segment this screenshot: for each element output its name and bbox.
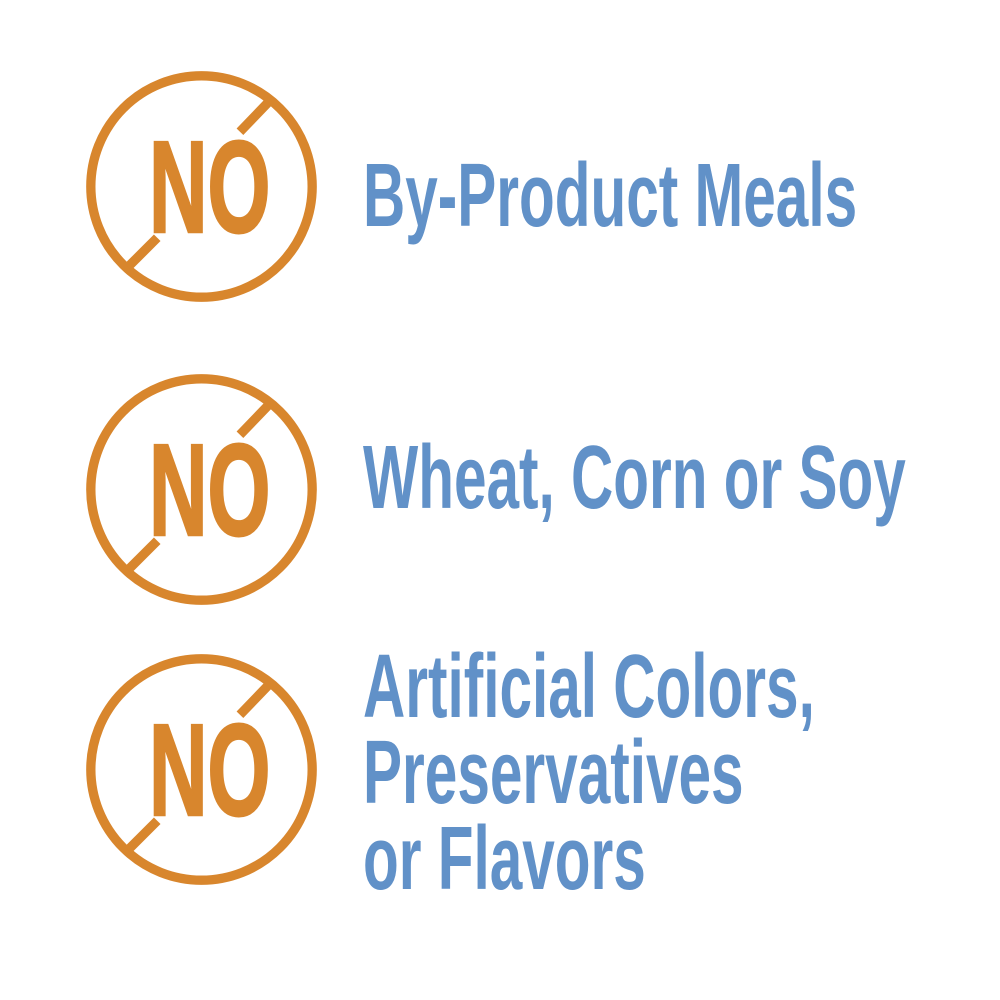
claim-line-3: or Flavors	[363, 809, 646, 909]
no-slash-lower	[124, 537, 161, 574]
claim-artificial-colors-preservatives-flavors: Artificial Colors, Preservatives or Flav…	[363, 637, 815, 909]
claim-by-product-meals: By-Product Meals	[363, 146, 858, 246]
claim-wheat-corn-soy: Wheat, Corn or Soy	[363, 428, 906, 528]
claim-line-2: Preservatives	[363, 723, 744, 823]
no-slash-lower	[124, 234, 161, 271]
no-text: NO	[149, 418, 270, 563]
no-circle	[86, 654, 317, 885]
no-circle	[86, 71, 317, 302]
no-symbol-icon: NO	[86, 71, 317, 302]
no-slash-upper	[236, 680, 274, 718]
no-symbol-icon: NO	[86, 374, 317, 605]
claim-line-1: Artificial Colors,	[363, 637, 815, 737]
no-text: NO	[149, 698, 270, 843]
no-symbol-icon: NO	[86, 654, 317, 885]
no-slash-upper	[236, 400, 274, 438]
no-circle	[86, 374, 317, 605]
no-text: NO	[149, 115, 270, 260]
no-slash-lower	[124, 817, 161, 854]
no-slash-upper	[236, 97, 274, 135]
